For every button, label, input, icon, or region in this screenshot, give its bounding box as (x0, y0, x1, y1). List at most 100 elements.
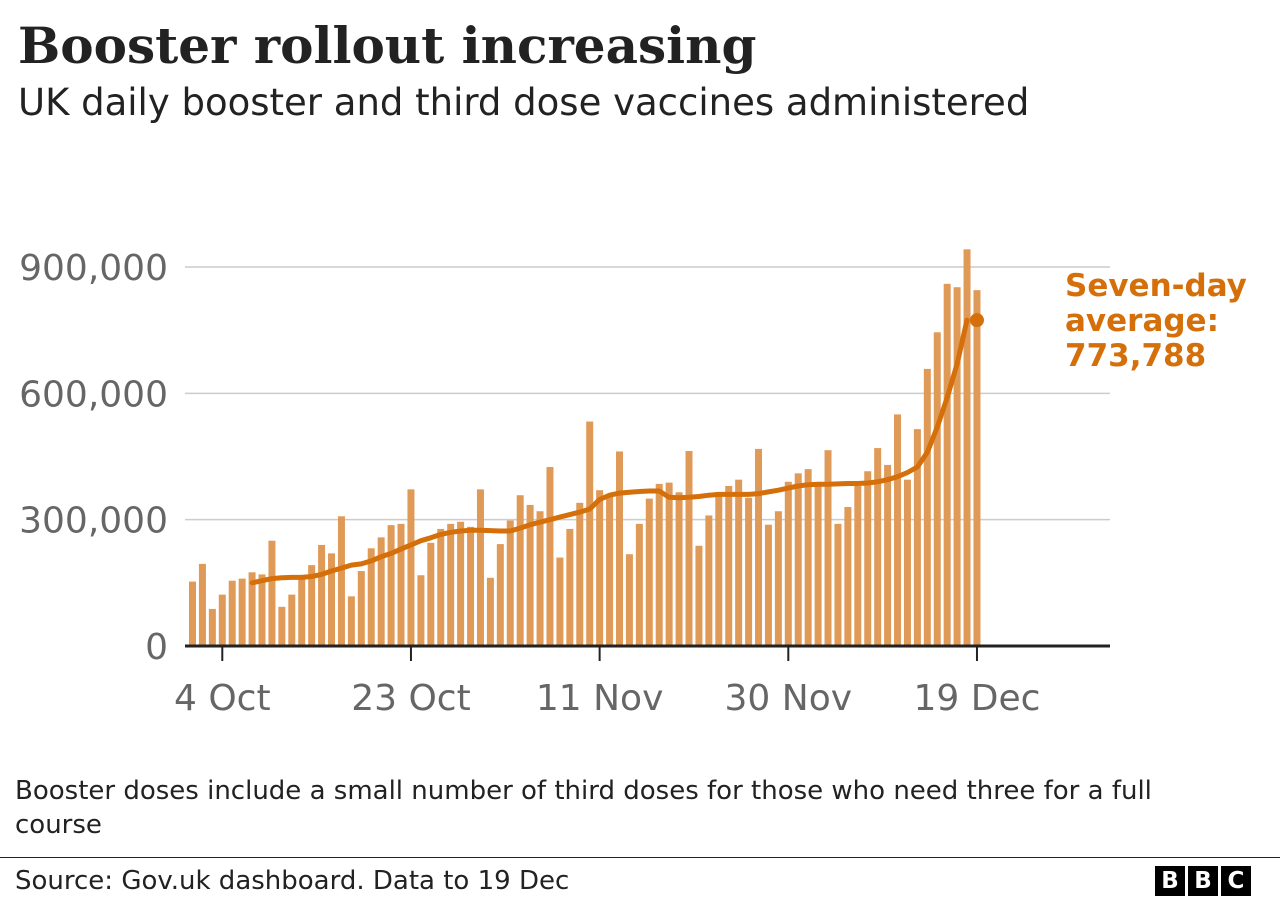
daily-bars (189, 249, 981, 646)
daily-bar (218, 594, 226, 646)
daily-bar (427, 542, 435, 646)
daily-bar (874, 448, 882, 646)
daily-bar (635, 523, 643, 646)
daily-bar (745, 497, 753, 646)
daily-bar (615, 451, 623, 646)
y-axis-labels: 0 300,000 600,000 900,000 (19, 248, 168, 668)
daily-bar (735, 479, 743, 646)
y-tick-label: 600,000 (19, 374, 168, 415)
daily-bar (476, 489, 484, 646)
grid-lines (185, 266, 1110, 521)
daily-bar (715, 492, 723, 646)
daily-bar (844, 507, 852, 646)
daily-bar (516, 495, 524, 646)
daily-bar (695, 545, 703, 646)
footnote: Booster doses include a small number of … (15, 776, 1152, 840)
daily-bar (973, 290, 981, 646)
daily-bar (457, 521, 465, 646)
daily-bar (228, 580, 236, 646)
daily-bar (606, 496, 614, 646)
daily-bar (437, 528, 445, 646)
booster-chart: 0 300,000 600,000 900,000 4 Oct 23 Oct 11 Nov… (19, 248, 1247, 719)
daily-bar (953, 287, 961, 646)
daily-bar (198, 563, 206, 646)
seven-day-average (249, 317, 970, 586)
daily-bar (755, 448, 763, 646)
daily-bar (357, 571, 365, 646)
daily-bar (496, 544, 504, 646)
daily-bar (318, 544, 326, 646)
daily-bar (377, 537, 385, 646)
annotation-text: 773,788 (1065, 338, 1206, 374)
daily-bar (486, 577, 494, 646)
daily-bar (625, 554, 633, 646)
logo-letter: B (1155, 866, 1185, 896)
logo-letter: B (1188, 866, 1218, 896)
daily-bar (248, 572, 256, 646)
daily-bar (864, 471, 872, 646)
x-axis: 4 Oct 23 Oct 11 Nov 30 Nov 19 Dec (174, 644, 1110, 719)
average-endpoint (969, 313, 984, 328)
daily-bar (506, 520, 514, 646)
daily-bar (814, 483, 822, 646)
daily-bar (208, 608, 216, 646)
annotation-text: Seven-day (1065, 268, 1247, 304)
daily-bar (238, 578, 246, 646)
x-tick-label: 4 Oct (174, 678, 271, 719)
daily-bar (467, 526, 475, 646)
daily-bar (288, 594, 296, 646)
daily-bar (586, 421, 594, 646)
daily-bar (417, 575, 425, 646)
daily-bar (665, 482, 673, 646)
daily-bar (536, 511, 544, 646)
daily-bar (367, 548, 375, 646)
daily-bar (278, 606, 286, 646)
daily-bar (268, 540, 276, 646)
daily-bar (774, 511, 782, 646)
daily-bar (963, 249, 971, 646)
daily-bar (347, 596, 355, 646)
daily-bar (824, 450, 832, 646)
y-tick-label: 300,000 (19, 501, 168, 542)
daily-bar (576, 502, 584, 646)
daily-bar (794, 473, 802, 646)
daily-bar (685, 451, 693, 646)
daily-bar (189, 581, 196, 646)
daily-bar (933, 332, 941, 646)
daily-bar (447, 523, 455, 646)
footer-divider (0, 857, 1280, 858)
x-tick-label: 30 Nov (725, 678, 853, 719)
daily-bar (526, 504, 534, 646)
daily-bar (596, 490, 604, 646)
y-tick-label: 0 (145, 627, 168, 668)
annotation-text: average: (1065, 303, 1219, 339)
daily-bar (258, 574, 266, 646)
daily-bar (884, 464, 892, 646)
x-tick-label: 19 Dec (914, 678, 1041, 719)
daily-bar (894, 414, 902, 646)
daily-bar (655, 483, 663, 646)
daily-bar (903, 479, 911, 646)
average-line (249, 317, 970, 586)
daily-bar (645, 498, 653, 646)
daily-bar (546, 467, 554, 646)
daily-bar (328, 553, 336, 646)
daily-bar (784, 481, 792, 646)
daily-bar (804, 469, 812, 646)
daily-bar (913, 429, 921, 646)
daily-bar (725, 485, 733, 646)
y-tick-label: 900,000 (19, 248, 168, 289)
daily-bar (387, 525, 395, 646)
daily-bar (407, 489, 415, 646)
daily-bar (397, 523, 405, 646)
daily-bar (923, 368, 931, 646)
logo-letter: C (1221, 866, 1251, 896)
daily-bar (556, 557, 564, 646)
x-tick-label: 11 Nov (536, 678, 664, 719)
chart-title: Booster rollout increasing (18, 16, 757, 75)
daily-bar (337, 516, 345, 646)
x-tick-label: 23 Oct (351, 678, 471, 719)
daily-bar (705, 515, 713, 646)
chart-subtitle: UK daily booster and third dose vaccines… (18, 81, 1030, 124)
